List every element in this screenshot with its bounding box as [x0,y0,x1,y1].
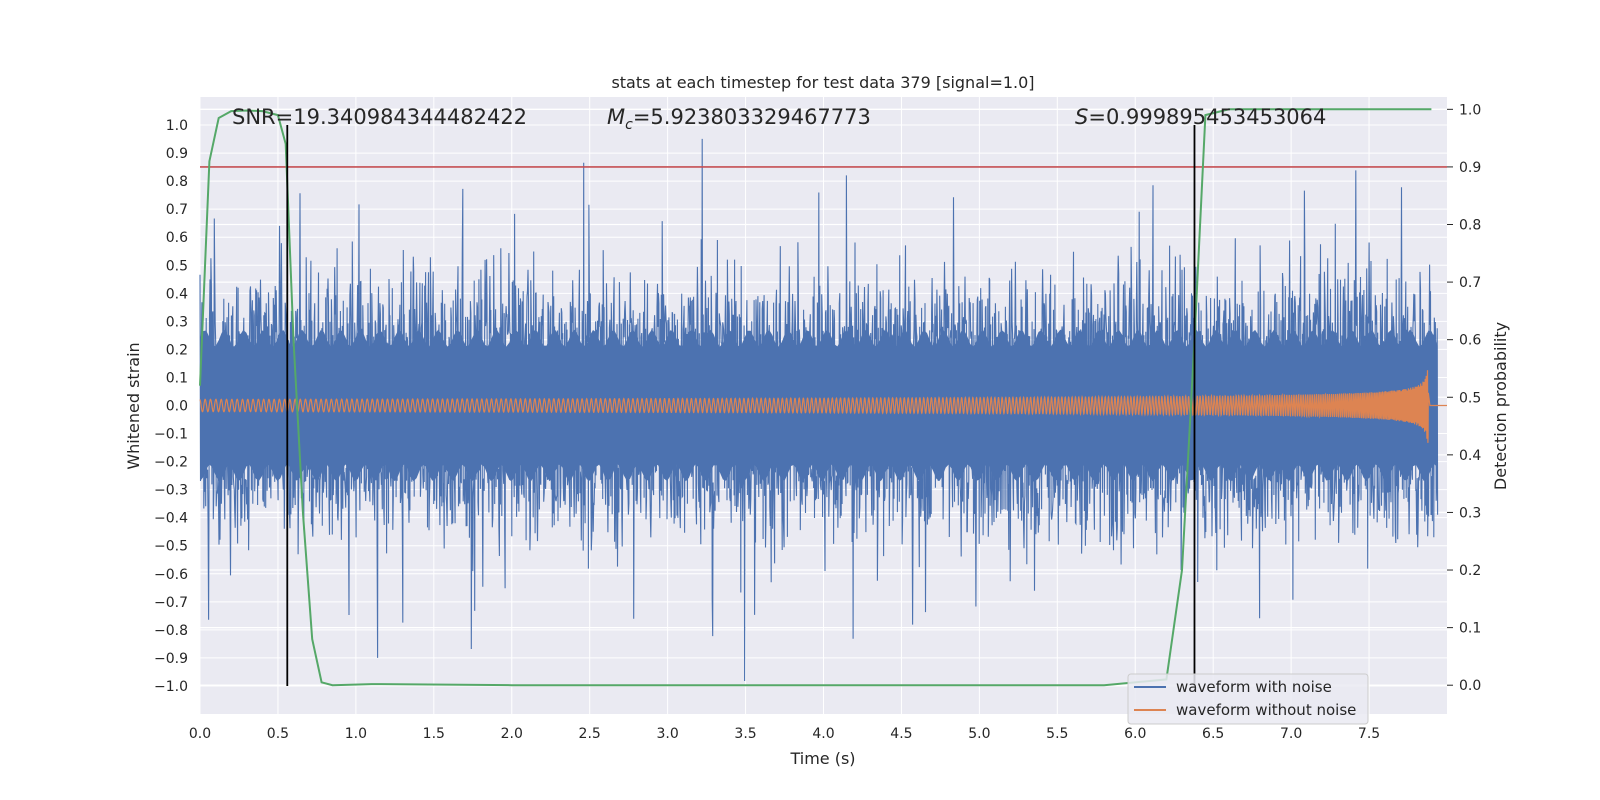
s-annotation: S=0.999895453453064 [1075,105,1326,129]
x-tick-label: 3.5 [734,726,756,742]
y2-tick-label: 0.9 [1459,160,1481,176]
y2-tick-label: 0.4 [1459,448,1481,464]
legend: waveform with noise waveform without noi… [1127,673,1369,725]
x-tick-label: 6.0 [1124,726,1146,742]
series-waveform-without-noise [199,370,1447,443]
y2-tick-label: 0.7 [1459,275,1481,291]
x-tick-label: 2.0 [501,726,523,742]
y2-tick-label: 0.2 [1459,563,1481,579]
y-tick-label: 0.0 [166,399,188,415]
legend-box [1127,673,1369,725]
x-tick-label: 7.5 [1358,726,1380,742]
marker-layer [199,108,1447,687]
chirp-mass-subscript: c [625,117,633,133]
y-tick-label: −0.2 [154,455,188,471]
y2-axis-label: Detection probability [1491,322,1510,490]
chirp-mass-annotation: Mc=5.923803329467773 [607,105,871,133]
chirp-mass-value: =5.923803329467773 [633,105,871,129]
x-tick-label: 0.0 [189,726,211,742]
y-tick-label: 1.0 [166,118,188,134]
y-tick-label: −0.6 [154,567,188,583]
legend-label-clean: waveform without noise [1176,701,1356,719]
series-detection-probability [199,108,1432,687]
y-tick-label: −0.1 [154,427,188,443]
y-tick-label: 0.6 [166,230,188,246]
y-tick-label: 0.7 [166,202,188,218]
y-tick-label: 0.3 [166,314,188,330]
y2-tick-label: 0.3 [1459,505,1481,521]
x-axis-label: Time (s) [789,749,855,768]
y-axis-ticks: 1.0 0.9 0.8 0.7 0.6 0.5 0.4 0.3 0.2 0.1 0.0 −0.1 −0.… [154,118,188,695]
y2-tick-label: 0.1 [1459,621,1481,637]
y-tick-label: 0.2 [166,342,188,358]
y-tick-label: −0.5 [154,539,188,555]
x-tick-label: 2.5 [579,726,601,742]
y-axis-label: Whitened strain [124,342,143,469]
y-tick-label: −1.0 [154,679,188,695]
snr-annotation: SNR=19.340984344482422 [232,105,527,129]
y2-tick-label: 0.6 [1459,333,1481,349]
x-tick-label: 4.5 [890,726,912,742]
x-tick-label: 1.0 [345,726,367,742]
y-tick-label: 0.9 [166,146,188,162]
y-tick-label: 0.5 [166,258,188,274]
chirp-mass-symbol: M [607,105,625,129]
x-tick-label: 5.0 [968,726,990,742]
chart-title: stats at each timestep for test data 379… [611,73,1034,92]
y-tick-label: −0.4 [154,511,188,527]
x-tick-label: 4.0 [812,726,834,742]
y-tick-label: −0.8 [154,623,188,639]
s-symbol: S [1075,105,1088,129]
y-tick-label: −0.3 [154,483,188,499]
y2-tick-label: 0.5 [1459,390,1481,406]
series-layer [199,138,1447,682]
y-tick-label: 0.4 [166,286,188,302]
y2-tick-label: 0.0 [1459,678,1481,694]
y-tick-label: 0.8 [166,174,188,190]
x-tick-label: 6.5 [1202,726,1224,742]
y-tick-label: −0.7 [154,595,188,611]
x-axis-ticks: 0.0 0.5 1.0 1.5 2.0 2.5 3.0 3.5 4.0 4.5 5.0 5.5 6.0 6… [189,726,1380,742]
y2-tick-label: 0.8 [1459,218,1481,234]
x-tick-label: 7.0 [1280,726,1302,742]
x-tick-label: 3.0 [656,726,678,742]
x-tick-label: 0.5 [267,726,289,742]
y-tick-label: 0.1 [166,370,188,386]
legend-label-noisy: waveform with noise [1176,678,1332,696]
x-tick-label: 5.5 [1046,726,1068,742]
y-tick-label: −0.9 [154,651,188,667]
s-value: =0.999895453453064 [1088,105,1326,129]
x-tick-label: 1.5 [423,726,445,742]
y2-tick-label: 1.0 [1459,102,1481,118]
y2-axis-ticks: 1.0 0.9 0.8 0.7 0.6 0.5 0.4 0.3 0.2 0.1 0.0 [1447,102,1481,694]
